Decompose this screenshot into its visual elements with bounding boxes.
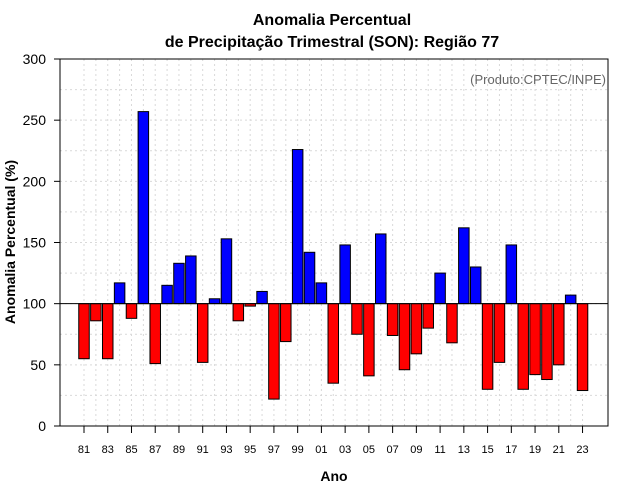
bar-13 bbox=[458, 227, 470, 305]
bar-06 bbox=[375, 233, 387, 305]
x-tick-label: 07 bbox=[386, 444, 398, 456]
bar-20 bbox=[541, 303, 553, 381]
bar-88 bbox=[161, 284, 173, 305]
bar-14 bbox=[469, 266, 482, 305]
bar-99 bbox=[291, 149, 304, 305]
bar-97 bbox=[268, 303, 280, 400]
bar-82 bbox=[90, 303, 102, 322]
bar-96 bbox=[256, 290, 268, 305]
x-tick-label: 99 bbox=[292, 444, 304, 456]
bar-00 bbox=[303, 251, 316, 305]
x-tick-label: 15 bbox=[481, 444, 493, 456]
y-tick-label: 200 bbox=[23, 173, 47, 189]
x-axis-label: Ano bbox=[320, 468, 347, 484]
bar-07 bbox=[386, 303, 399, 336]
bar-92 bbox=[208, 298, 221, 305]
bar-10 bbox=[422, 303, 434, 329]
x-tick-label: 93 bbox=[220, 444, 232, 456]
y-tick-label: 300 bbox=[23, 51, 47, 67]
bar-11 bbox=[434, 272, 446, 305]
x-tick-label: 83 bbox=[102, 444, 114, 456]
bar-02 bbox=[327, 303, 340, 384]
chart-title-line1: Anomalia Percentual bbox=[253, 12, 411, 29]
bar-23 bbox=[576, 303, 589, 392]
bar-17 bbox=[505, 244, 518, 305]
y-tick-label: 50 bbox=[30, 357, 46, 373]
bar-83 bbox=[101, 303, 114, 360]
bar-98 bbox=[280, 303, 292, 343]
bar-03 bbox=[339, 244, 351, 305]
grid-lines bbox=[60, 58, 608, 427]
x-tick-label: 91 bbox=[197, 444, 209, 456]
x-axis-ticks: 81 83 85 87 89 91 93 95 97 99 01 03 05 07 09 11 13 15 17 19… bbox=[78, 426, 589, 456]
y-tick-label: 250 bbox=[23, 112, 47, 128]
bar-89 bbox=[173, 262, 185, 305]
bar-87 bbox=[149, 303, 161, 365]
y-tick-label: 150 bbox=[23, 235, 47, 251]
x-tick-label: 21 bbox=[553, 444, 565, 456]
x-tick-label: 03 bbox=[339, 444, 351, 456]
bar-19 bbox=[529, 303, 541, 376]
bar-81 bbox=[78, 303, 90, 360]
bar-15 bbox=[481, 303, 494, 390]
bar-21 bbox=[553, 303, 565, 366]
x-tick-label: 95 bbox=[244, 444, 256, 456]
x-tick-label: 09 bbox=[410, 444, 422, 456]
bar-05 bbox=[363, 303, 375, 377]
bar-12 bbox=[446, 303, 458, 344]
x-tick-label: 97 bbox=[268, 444, 280, 456]
bar-93 bbox=[220, 238, 233, 305]
bar-16 bbox=[493, 303, 506, 363]
x-tick-label: 13 bbox=[458, 444, 470, 456]
chart-title-line2: de Precipitação Trimestral (SON): Região… bbox=[165, 34, 499, 51]
bar-18 bbox=[517, 303, 529, 390]
bars bbox=[78, 111, 589, 400]
x-tick-label: 01 bbox=[315, 444, 327, 456]
bar-84 bbox=[113, 282, 126, 305]
x-tick-label: 11 bbox=[434, 444, 445, 456]
bar-22 bbox=[564, 294, 577, 305]
bar-91 bbox=[196, 303, 209, 363]
y-tick-label: 0 bbox=[38, 418, 46, 434]
bar-08 bbox=[398, 303, 411, 371]
bar-01 bbox=[315, 282, 328, 305]
bar-94 bbox=[232, 303, 245, 322]
x-tick-label: 89 bbox=[173, 444, 185, 456]
bar-86 bbox=[137, 111, 150, 305]
y-axis-label: Anomalia Percentual (%) bbox=[2, 160, 18, 324]
x-tick-label: 05 bbox=[363, 444, 375, 456]
bar-85 bbox=[125, 303, 138, 319]
x-tick-label: 19 bbox=[529, 444, 541, 456]
credit-label: (Produto:CPTEC/INPE) bbox=[470, 72, 606, 87]
y-tick-label: 100 bbox=[23, 296, 47, 312]
x-tick-label: 81 bbox=[78, 444, 90, 456]
bar-04 bbox=[351, 303, 363, 335]
y-axis-ticks: 0 50 100 150 200 250 300 bbox=[23, 51, 60, 434]
bar-09 bbox=[410, 303, 423, 355]
x-tick-label: 85 bbox=[125, 444, 137, 456]
x-tick-label: 23 bbox=[576, 444, 588, 456]
x-tick-label: 87 bbox=[149, 444, 161, 456]
x-tick-label: 17 bbox=[505, 444, 517, 456]
bar-90 bbox=[185, 255, 197, 305]
